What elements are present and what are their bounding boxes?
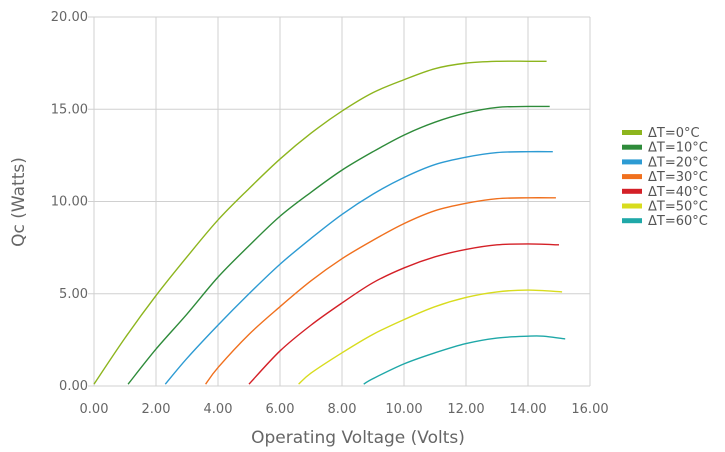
legend-swatch — [622, 144, 642, 150]
x-tick-label: 2.00 — [142, 402, 171, 417]
legend-swatch — [622, 188, 642, 194]
legend-label: ΔT=20°C — [648, 155, 708, 170]
series-line-5 — [298, 289, 563, 385]
legend-label: ΔT=30°C — [648, 170, 708, 185]
x-tick-label: 16.00 — [571, 402, 608, 417]
legend-swatch — [622, 203, 642, 209]
y-tick-label: 0.00 — [59, 379, 88, 394]
x-tick-label: 10.00 — [385, 402, 422, 417]
grid — [88, 16, 591, 387]
legend-label: ΔT=40°C — [648, 185, 708, 200]
legend-label: ΔT=10°C — [648, 141, 708, 156]
legend: ΔT=0°CΔT=10°CΔT=20°CΔT=30°CΔT=40°CΔT=50°… — [622, 126, 708, 229]
x-tick-label: 4.00 — [204, 402, 233, 417]
tick-labels: 0.00 2.00 4.00 6.00 8.00 10.00 12.00 14.00 16.00… — [51, 10, 609, 417]
y-tick-label: 5.00 — [59, 287, 88, 302]
y-tick-label: 10.00 — [51, 195, 88, 210]
x-tick-label: 12.00 — [447, 402, 484, 417]
legend-swatch — [622, 218, 642, 224]
legend-swatch — [622, 174, 642, 180]
x-tick-label: 6.00 — [266, 402, 295, 417]
series-line-0 — [93, 60, 547, 385]
series-lines — [93, 60, 566, 385]
legend-swatch — [622, 130, 642, 135]
y-tick-label: 15.00 — [51, 102, 88, 117]
x-tick-label: 8.00 — [328, 402, 357, 417]
series-line-4 — [248, 243, 560, 385]
legend-label: ΔT=60°C — [648, 214, 708, 229]
series-line-2 — [164, 150, 553, 385]
legend-label: ΔT=0°C — [648, 126, 700, 141]
x-axis-title: Operating Voltage (Volts) — [251, 428, 465, 448]
y-axis-title: Qc (Watts) — [9, 157, 29, 247]
series-line-3 — [205, 197, 556, 385]
y-tick-label: 20.00 — [51, 10, 88, 25]
series-line-6 — [363, 335, 566, 385]
x-tick-label: 0.00 — [80, 402, 109, 417]
legend-swatch — [622, 159, 642, 165]
series-line-1 — [127, 105, 550, 385]
x-tick-label: 14.00 — [509, 402, 546, 417]
legend-label: ΔT=50°C — [648, 200, 708, 215]
